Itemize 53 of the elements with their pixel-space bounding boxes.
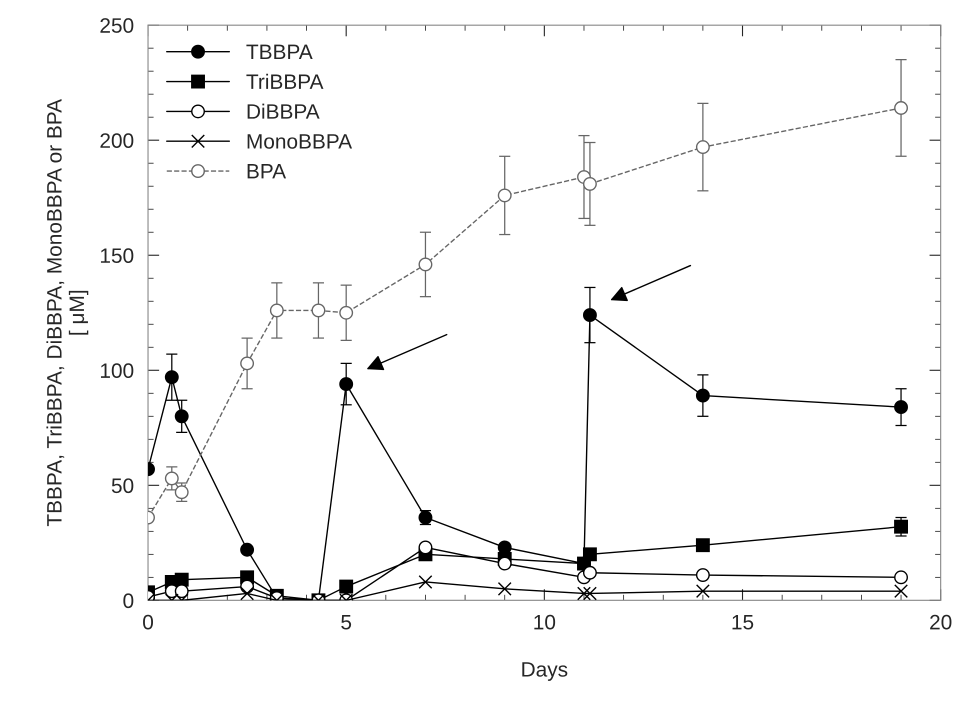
point bbox=[894, 570, 908, 584]
y-tick-label: 250 bbox=[100, 18, 134, 33]
y-axis-title: TBBPA, TriBBPA, DiBBPA, MonoBBPA or BPA [ μM] bbox=[46, 98, 88, 526]
point bbox=[894, 400, 908, 414]
point bbox=[498, 556, 512, 570]
y-tick-label: 100 bbox=[100, 363, 134, 378]
y-tick-label: 0 bbox=[123, 593, 134, 608]
point bbox=[339, 306, 354, 320]
y-tick-label: 50 bbox=[112, 478, 134, 494]
x-tick-label: 20 bbox=[930, 614, 952, 630]
point bbox=[240, 542, 254, 557]
legend-label: TriBBPA bbox=[246, 74, 324, 89]
point bbox=[312, 304, 326, 318]
y-tick-label: 150 bbox=[100, 248, 134, 263]
point bbox=[582, 308, 597, 322]
point bbox=[174, 485, 189, 500]
x-tick-label: 0 bbox=[143, 614, 154, 630]
point bbox=[339, 580, 354, 594]
x-tick-label: 5 bbox=[341, 615, 352, 630]
legend-label: DiBBPA bbox=[248, 104, 320, 119]
legend-label: BPA bbox=[248, 164, 286, 178]
point bbox=[696, 584, 710, 598]
point bbox=[498, 188, 512, 202]
point bbox=[240, 356, 254, 370]
point bbox=[164, 471, 179, 486]
x-tick-label: 15 bbox=[732, 615, 754, 630]
point bbox=[270, 304, 284, 318]
point bbox=[894, 584, 908, 598]
point bbox=[696, 140, 710, 154]
point bbox=[696, 568, 710, 582]
point bbox=[418, 540, 432, 554]
point bbox=[894, 520, 908, 534]
point bbox=[696, 388, 710, 403]
x-axis-title: Days bbox=[522, 662, 568, 681]
point bbox=[174, 409, 189, 424]
point bbox=[894, 101, 908, 115]
legend-label: MonoBBPA bbox=[248, 134, 352, 149]
y-tick-label: 200 bbox=[100, 133, 134, 148]
point bbox=[240, 586, 254, 600]
point bbox=[498, 582, 512, 596]
point bbox=[577, 586, 591, 600]
point bbox=[418, 258, 432, 272]
point bbox=[164, 370, 179, 384]
point bbox=[339, 377, 354, 392]
point bbox=[582, 547, 597, 562]
point bbox=[418, 575, 432, 589]
point bbox=[582, 176, 597, 191]
point bbox=[174, 572, 189, 587]
point bbox=[582, 566, 597, 580]
point bbox=[696, 538, 710, 552]
legend-label: TBBPA bbox=[246, 44, 313, 60]
x-tick-label: 10 bbox=[534, 614, 556, 630]
point bbox=[582, 586, 597, 600]
